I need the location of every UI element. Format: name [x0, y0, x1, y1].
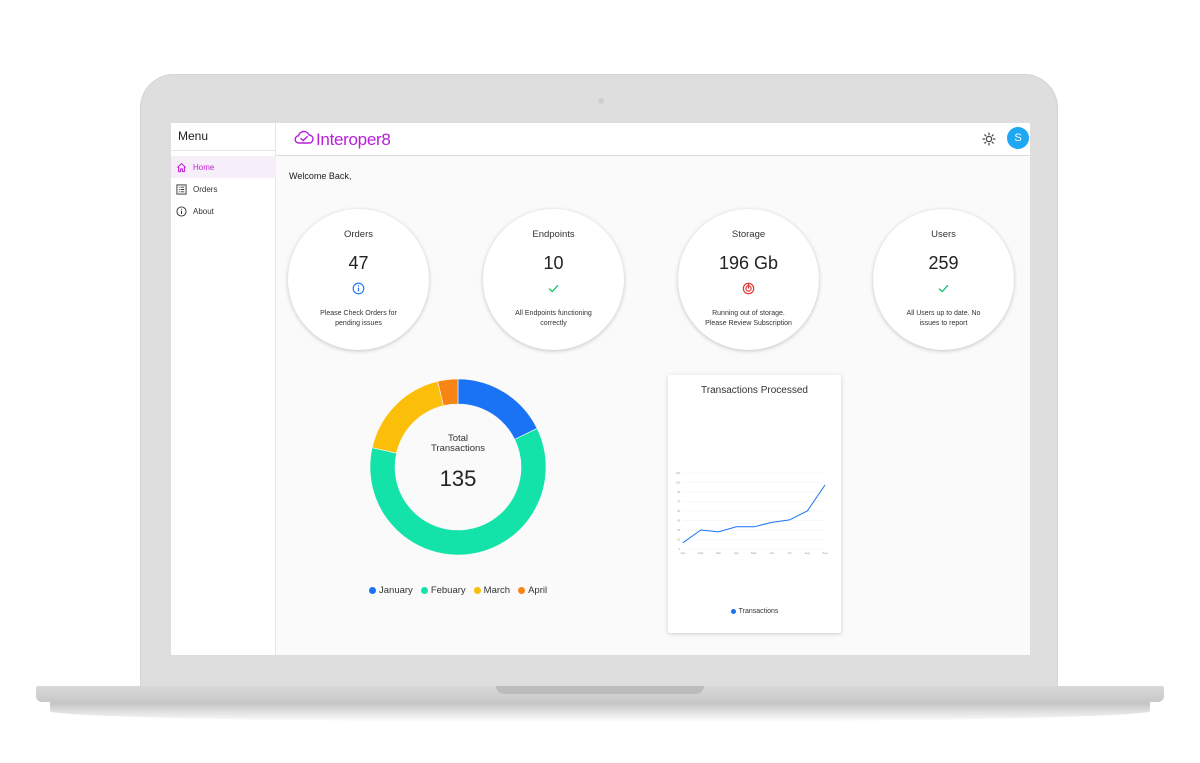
- y-tick-label: 45: [677, 520, 680, 523]
- info-icon: [175, 205, 187, 217]
- sidebar-item-label: About: [193, 206, 214, 216]
- alert-icon: [742, 282, 755, 295]
- laptop-notch: [496, 686, 704, 694]
- info-icon: [352, 282, 365, 295]
- y-tick-label: 105: [676, 482, 681, 485]
- y-tick-label: 0: [679, 548, 681, 551]
- stat-description: All Users up to date. No issues to repor…: [906, 310, 981, 327]
- stat-title: Storage: [731, 229, 766, 240]
- donut-title-line: Total: [448, 433, 468, 444]
- donut-slice-january[interactable]: [457, 378, 538, 440]
- y-tick-label: 90: [677, 491, 680, 494]
- menu-divider: [171, 150, 276, 151]
- line-legend: Transactions: [668, 608, 841, 615]
- card-title: Transactions Processed: [701, 385, 808, 396]
- legend-swatch: [730, 609, 736, 614]
- avatar[interactable]: S: [1007, 127, 1029, 149]
- app-screen: Menu Home Orders About: [171, 123, 1030, 655]
- line-chart-svg: 0 15 30 45 60 75 90 105 120 Jan Feb Mar Apr May Jun Ju…: [676, 472, 828, 555]
- x-tick-label: Jan: [681, 551, 686, 555]
- stat-description: Running out of storage. Please Review Su…: [705, 310, 792, 327]
- x-tick-label: Jul: [788, 551, 792, 555]
- legend-swatch: [420, 587, 428, 594]
- legend-label: January: [379, 585, 413, 596]
- check-icon: [547, 282, 560, 295]
- stat-description: All Endpoints functioning correctly: [515, 310, 592, 327]
- legend-item-febuary[interactable]: Febuary: [420, 585, 466, 596]
- legend-item-april[interactable]: April: [518, 585, 547, 596]
- brand-logo[interactable]: Interoper8: [294, 129, 391, 150]
- stat-card-users[interactable]: Users 259 All Users up to date. No issue…: [873, 209, 1014, 350]
- sidebar: Menu Home Orders About: [171, 123, 276, 655]
- x-tick-label: Mar: [716, 551, 721, 555]
- stat-title: Endpoints: [532, 229, 575, 240]
- menu-title: Menu: [178, 129, 209, 143]
- donut-chart-svg: Total Transactions 135: [369, 378, 547, 556]
- stat-title: Orders: [343, 229, 374, 240]
- donut-total: 135: [440, 466, 477, 491]
- stat-card-orders[interactable]: Orders 47 Please Check Orders for pendin…: [288, 209, 429, 350]
- sidebar-item-about[interactable]: About: [171, 200, 276, 222]
- y-tick-label: 30: [677, 529, 680, 532]
- welcome-message: Welcome Back,: [289, 171, 352, 181]
- y-tick-label: 60: [677, 510, 680, 513]
- cloud-check-icon: [294, 129, 314, 150]
- donut-center-label: Total Transactions: [431, 433, 485, 454]
- stat-card-endpoints[interactable]: Endpoints 10 All Endpoints functioning c…: [483, 209, 624, 350]
- y-tick-label: 120: [676, 472, 681, 475]
- y-tick-label: 15: [677, 539, 680, 542]
- legend-item-march[interactable]: March: [473, 585, 511, 596]
- donut-chart: Total Transactions 135: [361, 373, 561, 563]
- x-tick-label: May: [751, 551, 757, 555]
- y-tick-label: 75: [677, 501, 680, 504]
- stat-value: 259: [928, 253, 959, 273]
- stat-card-storage[interactable]: Storage 196 Gb Running out of storage. P…: [678, 209, 819, 350]
- x-tick-label: Jun: [769, 551, 774, 555]
- legend-swatch: [473, 587, 481, 594]
- sidebar-item-orders[interactable]: Orders: [171, 178, 276, 200]
- stat-value: 47: [348, 253, 369, 273]
- transactions-card: Transactions Processed 0 15 30 45 60 75 90 105 1…: [668, 375, 841, 633]
- donut-legend: January Febuary March April: [369, 585, 547, 596]
- check-icon: [937, 282, 950, 295]
- list-icon: [175, 183, 187, 195]
- laptop-shadow: [50, 700, 1150, 722]
- donut-title-line: Transactions: [431, 443, 485, 454]
- donut-slice-febuary[interactable]: [369, 428, 547, 556]
- legend-label: April: [528, 585, 548, 596]
- line-series-transactions: [682, 484, 826, 544]
- legend-label: Febuary: [430, 585, 466, 596]
- sun-icon[interactable]: [982, 132, 996, 146]
- legend-swatch: [518, 587, 526, 594]
- sidebar-item-label: Orders: [193, 184, 218, 194]
- top-bar: Interoper8 S: [276, 123, 1030, 156]
- x-tick-label: Aug: [805, 551, 811, 555]
- legend-item-january[interactable]: January: [369, 585, 413, 596]
- legend-label: March: [483, 585, 511, 596]
- sidebar-item-label: Home: [193, 162, 215, 172]
- laptop-base: [36, 686, 1164, 702]
- sidebar-item-home[interactable]: Home: [171, 156, 276, 178]
- x-tick-label: Apr: [734, 551, 739, 555]
- brand-name: Interoper8: [316, 129, 391, 149]
- donut-slice-april[interactable]: [437, 378, 459, 407]
- legend-label[interactable]: Transactions: [738, 608, 779, 615]
- stat-description: Please Check Orders for pending issues: [320, 310, 397, 327]
- webcam: [598, 98, 604, 104]
- legend-swatch: [369, 587, 376, 594]
- x-tick-label: Feb: [698, 551, 704, 555]
- home-icon: [175, 161, 187, 173]
- stat-title: Users: [931, 229, 956, 240]
- x-tick-label: Sep: [822, 551, 828, 555]
- stat-value: 10: [543, 253, 564, 273]
- stat-value: 196 Gb: [718, 253, 779, 273]
